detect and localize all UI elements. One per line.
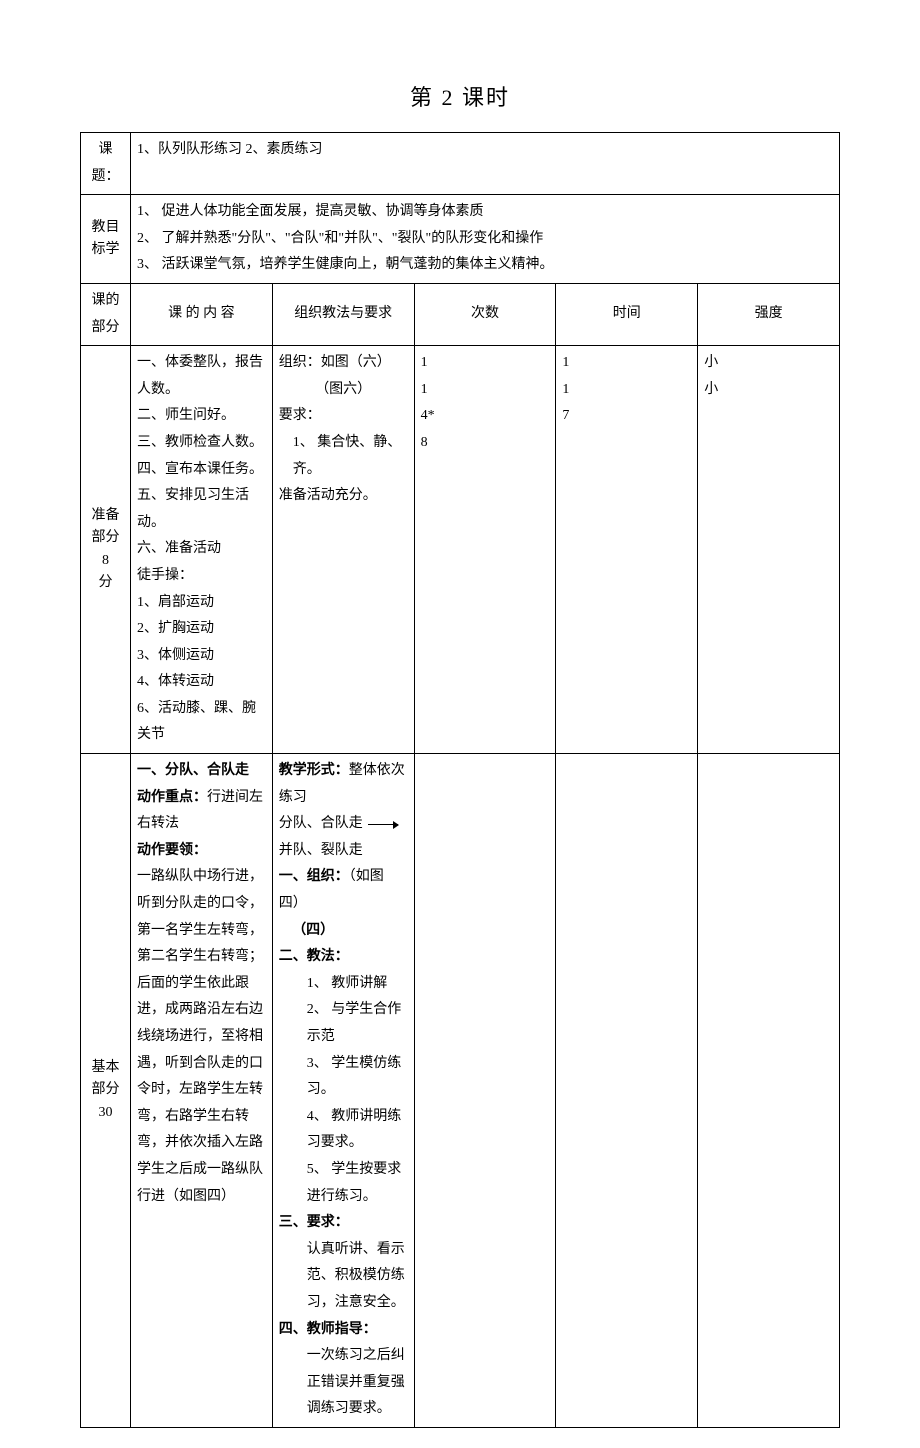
- hdr-method: 组织教法与要求: [272, 283, 414, 345]
- prep-label: 准备 部分 8 分: [81, 346, 131, 754]
- prep-method-org: 组织：如图（六）: [279, 355, 391, 370]
- main-count: [414, 754, 556, 1428]
- main-row: 基本 部分 30 一、分队、合队走 动作重点：行进间左右转法 动作要领： 一路纵…: [81, 754, 840, 1428]
- main-teach-label: 二、教法：: [279, 949, 349, 964]
- prep-req-label: 要求：: [279, 408, 321, 423]
- topic-row: 课 题： 1、队列队形练习 2、素质练习: [81, 133, 840, 195]
- main-guide-text: 一次练习之后纠正错误并重复强调练习要求。: [279, 1343, 408, 1423]
- objectives-label: 教目 标学: [81, 195, 131, 284]
- prep-content: 一、体委整队，报告人数。 二、师生问好。 三、教师检查人数。 四、宣布本课任务。…: [131, 346, 273, 754]
- main-req-text: 认真听讲、看示范、积极模仿练习，注意安全。: [279, 1237, 408, 1317]
- main-flow-right: 并队、裂队走: [279, 843, 363, 858]
- main-points-label: 动作要领：: [137, 843, 207, 858]
- main-org-label: 一、组织：: [279, 869, 349, 884]
- lesson-plan-table: 课 题： 1、队列队形练习 2、素质练习 教目 标学 1、 促进人体功能全面发展…: [80, 132, 840, 1428]
- main-label: 基本 部分 30: [81, 754, 131, 1428]
- prep-row: 准备 部分 8 分 一、体委整队，报告人数。 二、师生问好。 三、教师检查人数。…: [81, 346, 840, 754]
- prep-req-item: 1、 集合快、静、齐。: [279, 430, 408, 483]
- main-method: 教学形式：整体依次练习 分队、合队走 并队、裂队走 一、组织：（如图四） （四）…: [272, 754, 414, 1428]
- hdr-content: 课 的 内 容: [131, 283, 273, 345]
- prep-intensity: 小 小: [698, 346, 840, 754]
- main-points-text: 一路纵队中场行进，听到分队走的口令，第一名学生左转弯，第二名学生右转弯；后面的学…: [137, 869, 263, 1203]
- hdr-count: 次数: [414, 283, 556, 345]
- main-teach-2: 2、 与学生合作示范: [279, 997, 408, 1050]
- main-intensity: [698, 754, 840, 1428]
- main-form-label: 教学形式：: [279, 763, 349, 778]
- page-title: 第 2 课时: [80, 80, 840, 112]
- main-teach-5: 5、 学生按要求进行练习。: [279, 1157, 408, 1210]
- main-teach-4: 4、 教师讲明练习要求。: [279, 1104, 408, 1157]
- header-row: 课的 部分 课 的 内 容 组织教法与要求 次数 时间 强度: [81, 283, 840, 345]
- topic-label: 课 题：: [81, 133, 131, 195]
- prep-fig-label: （图六）: [279, 377, 408, 404]
- main-time: [556, 754, 698, 1428]
- main-teach-3: 3、 学生模仿练习。: [279, 1051, 408, 1104]
- main-content-title: 一、分队、合队走: [137, 763, 249, 778]
- hdr-part: 课的 部分: [81, 283, 131, 345]
- prep-prep-note: 准备活动充分。: [279, 488, 377, 503]
- prep-time: 1 1 7: [556, 346, 698, 754]
- hdr-intensity: 强度: [698, 283, 840, 345]
- main-content: 一、分队、合队走 动作重点：行进间左右转法 动作要领： 一路纵队中场行进，听到分…: [131, 754, 273, 1428]
- main-key-label: 动作重点：: [137, 790, 207, 805]
- main-guide-label: 四、教师指导：: [279, 1322, 377, 1337]
- arrow-icon: [368, 824, 398, 825]
- main-req-label: 三、要求：: [279, 1215, 349, 1230]
- topic-value: 1、队列队形练习 2、素质练习: [131, 133, 840, 195]
- main-teach-1: 1、 教师讲解: [279, 971, 408, 998]
- prep-count: 1 1 4* 8: [414, 346, 556, 754]
- objectives-row: 教目 标学 1、 促进人体功能全面发展，提高灵敏、协调等身体素质 2、 了解并熟…: [81, 195, 840, 284]
- objectives-text: 1、 促进人体功能全面发展，提高灵敏、协调等身体素质 2、 了解并熟悉"分队"、…: [131, 195, 840, 284]
- prep-method: 组织：如图（六） （图六） 要求： 1、 集合快、静、齐。 准备活动充分。: [272, 346, 414, 754]
- hdr-time: 时间: [556, 283, 698, 345]
- main-flow-left: 分队、合队走: [279, 816, 363, 831]
- main-fig4: （四）: [279, 918, 408, 945]
